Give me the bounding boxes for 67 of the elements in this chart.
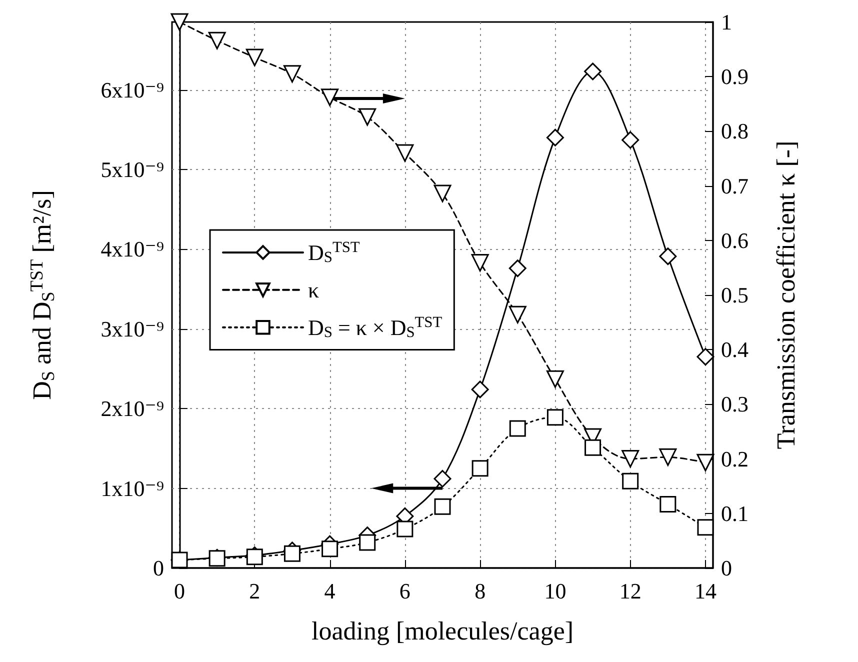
point [208,32,226,50]
point [546,128,564,146]
y-tick-label: 0 [153,556,164,580]
point [622,472,639,490]
point [622,450,640,468]
point [208,550,226,567]
point [546,370,564,388]
legend-label: κ [308,277,320,302]
y2-tick-label: 0.2 [721,446,748,472]
x-tick-label: 10 [544,578,566,604]
point [696,454,714,472]
point [697,519,714,536]
y2-tick-label: 0 [721,556,732,580]
y2-tick-label: 0.8 [721,118,748,144]
x-tick-label: 0 [174,578,186,604]
point [359,534,376,551]
y2-tick-label: 0.5 [721,282,748,308]
point [659,248,677,266]
y2-tick-label: 0.4 [721,337,748,362]
point [660,496,676,512]
point [472,460,488,477]
y2-tick-label: 0.7 [721,173,748,198]
x-tick-label: 12 [619,578,642,604]
point [321,88,339,106]
point [171,552,188,568]
point [471,380,489,398]
point [622,131,640,149]
point [434,470,452,488]
y2-tick-label: 0.1 [721,500,748,526]
point [546,409,564,426]
point [434,498,451,515]
y2-tick-label: 0.6 [721,228,748,253]
point [246,548,263,566]
point [396,520,414,538]
y-tick-label: 5x10⁻⁹ [100,156,164,182]
x-tick-label: 2 [249,578,260,604]
y-tick-label: 6x10⁻⁹ [100,77,164,102]
point [246,48,264,66]
point [508,260,526,278]
point [659,448,677,466]
x-tick-label: 6 [399,578,410,604]
y2-axis-title: Transmission coefficient κ [-] [772,140,800,450]
y-tick-label: 2x10⁻⁹ [100,396,164,422]
y-axis-title: DS and DSTST [m²/s] [26,190,58,400]
point [696,348,714,366]
point [508,306,526,324]
y-tick-label: 4x10⁻⁹ [100,236,164,262]
point [170,13,188,31]
point [322,540,338,558]
point [584,62,602,80]
y-tick-label: 1x10⁻⁹ [100,476,164,501]
x-tick-label: 4 [324,578,336,604]
x-tick-label: 14 [694,578,716,604]
point [396,144,414,162]
point [358,108,376,126]
point [509,420,526,437]
x-axis-title: loading [molecules/cage] [311,616,574,646]
y2-tick-label: 0.3 [721,392,748,417]
point [434,184,452,202]
x-tick-label: 8 [474,578,486,604]
point [584,439,602,456]
point [471,254,489,272]
point [284,545,300,562]
point [283,65,301,83]
y2-tick-label: 1 [721,10,732,34]
y2-tick-label: 0.9 [721,64,748,90]
y-tick-label: 3x10⁻⁹ [100,316,164,342]
